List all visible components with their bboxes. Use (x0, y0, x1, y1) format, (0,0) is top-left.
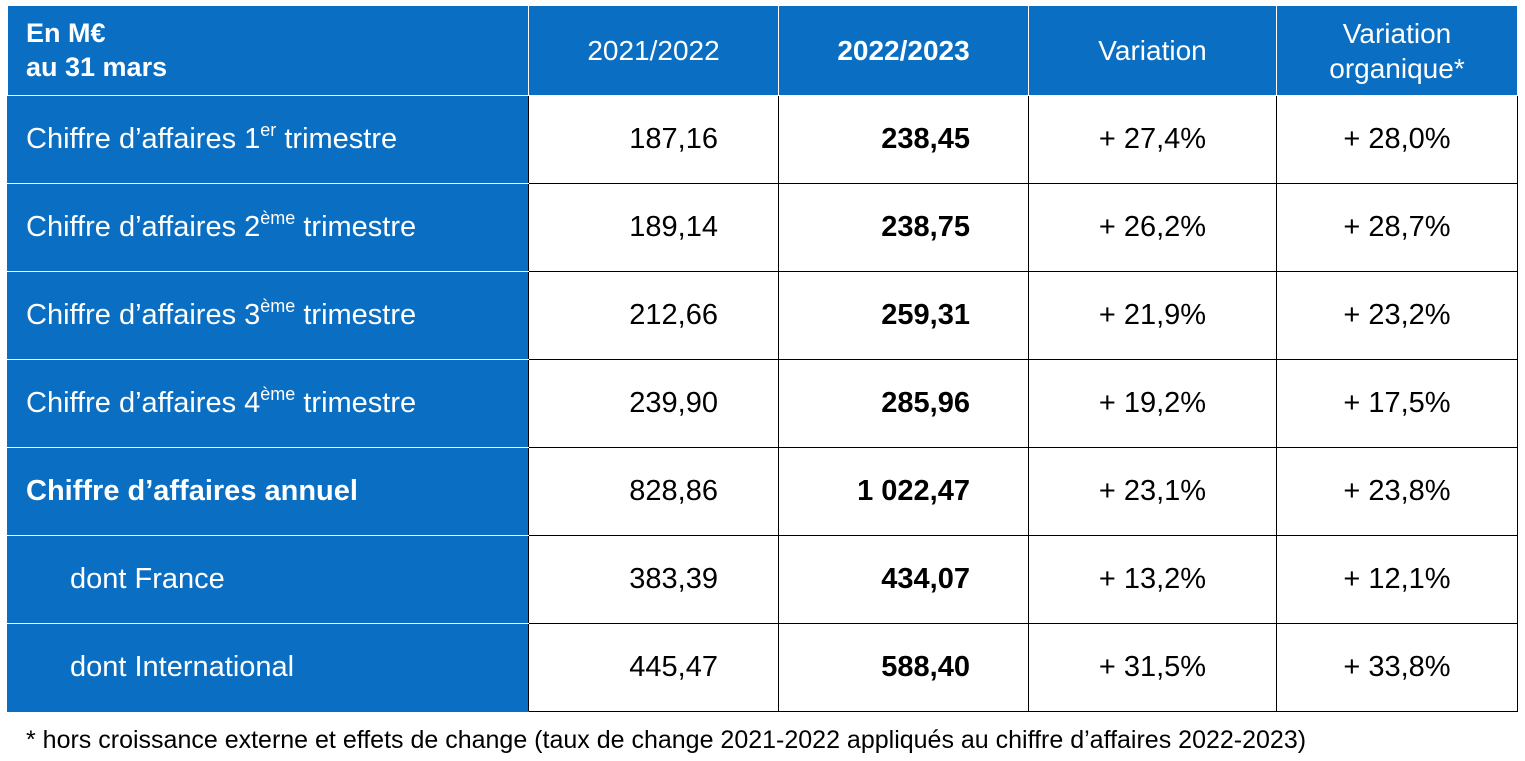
table-row-q3: Chiffre d’affaires 3ème trimestre 212,66… (7, 271, 1518, 360)
revenue-table: En M€ au 31 mars 2021/2022 2022/2023 Var… (7, 5, 1518, 712)
row-label-superscript: ème (260, 208, 296, 228)
cell-2022-annual: 1 022,47 (778, 447, 1029, 536)
row-label-international: dont International (7, 623, 529, 712)
row-label-france: dont France (7, 535, 529, 624)
cell-2021-q4: 239,90 (528, 359, 779, 448)
row-label-text: Chiffre d’affaires 2 (26, 211, 261, 243)
cell-organic-q2: + 28,7% (1276, 183, 1518, 272)
cell-variation-france: + 13,2% (1028, 535, 1277, 624)
row-label-tail: trimestre (276, 123, 398, 155)
table-header-row: En M€ au 31 mars 2021/2022 2022/2023 Var… (7, 5, 1518, 96)
row-label-text: Chiffre d’affaires 1 (26, 123, 261, 155)
cell-organic-annual: + 23,8% (1276, 447, 1518, 536)
table-row-international: dont International 445,47 588,40 + 31,5%… (7, 623, 1518, 712)
cell-2021-annual: 828,86 (528, 447, 779, 536)
cell-2022-q3: 259,31 (778, 271, 1029, 360)
cell-2021-france: 383,39 (528, 535, 779, 624)
header-date-label: au 31 mars (26, 51, 168, 82)
cell-organic-q1: + 28,0% (1276, 95, 1518, 184)
table-row-france: dont France 383,39 434,07 + 13,2% + 12,1… (7, 535, 1518, 624)
header-organic-line2: organique* (1329, 52, 1465, 84)
cell-organic-q3: + 23,2% (1276, 271, 1518, 360)
cell-2022-q1: 238,45 (778, 95, 1029, 184)
header-col-2021-2022: 2021/2022 (528, 5, 779, 96)
cell-2022-france: 434,07 (778, 535, 1029, 624)
cell-variation-q3: + 21,9% (1028, 271, 1277, 360)
cell-variation-q4: + 19,2% (1028, 359, 1277, 448)
row-label-tail: trimestre (295, 387, 417, 419)
row-label-text: Chiffre d’affaires 3 (26, 299, 261, 331)
row-label-superscript: ème (260, 384, 296, 404)
cell-2021-q2: 189,14 (528, 183, 779, 272)
cell-organic-international: + 33,8% (1276, 623, 1518, 712)
cell-organic-france: + 12,1% (1276, 535, 1518, 624)
header-col-variation: Variation (1028, 5, 1277, 96)
table-row-annual: Chiffre d’affaires annuel 828,86 1 022,4… (7, 447, 1518, 536)
row-label-q2: Chiffre d’affaires 2ème trimestre (7, 183, 529, 272)
row-label-q1: Chiffre d’affaires 1er trimestre (7, 95, 529, 184)
row-label-superscript: ème (260, 296, 296, 316)
cell-2021-q1: 187,16 (528, 95, 779, 184)
cell-2021-q3: 212,66 (528, 271, 779, 360)
header-col-organic-variation: Variation organique* (1276, 5, 1518, 96)
cell-variation-q1: + 27,4% (1028, 95, 1277, 184)
cell-2022-q4: 285,96 (778, 359, 1029, 448)
table-row-q1: Chiffre d’affaires 1er trimestre 187,16 … (7, 95, 1518, 184)
cell-2022-q2: 238,75 (778, 183, 1029, 272)
table-row-q4: Chiffre d’affaires 4ème trimestre 239,90… (7, 359, 1518, 448)
row-label-tail: trimestre (295, 211, 417, 243)
cell-variation-q2: + 26,2% (1028, 183, 1277, 272)
cell-variation-international: + 31,5% (1028, 623, 1277, 712)
row-label-text: Chiffre d’affaires 4 (26, 387, 261, 419)
cell-2022-international: 588,40 (778, 623, 1029, 712)
cell-variation-annual: + 23,1% (1028, 447, 1277, 536)
cell-2021-international: 445,47 (528, 623, 779, 712)
row-label-q4: Chiffre d’affaires 4ème trimestre (7, 359, 529, 448)
header-unit-label: En M€ (26, 17, 106, 48)
revenue-table-container: En M€ au 31 mars 2021/2022 2022/2023 Var… (7, 5, 1518, 712)
header-corner-cell: En M€ au 31 mars (7, 5, 529, 96)
cell-organic-q4: + 17,5% (1276, 359, 1518, 448)
row-label-q3: Chiffre d’affaires 3ème trimestre (7, 271, 529, 360)
table-row-q2: Chiffre d’affaires 2ème trimestre 189,14… (7, 183, 1518, 272)
header-organic-line1: Variation (1342, 17, 1452, 49)
footnote: * hors croissance externe et effets de c… (26, 726, 1307, 754)
row-label-tail: trimestre (295, 299, 417, 331)
row-label-superscript: er (260, 120, 277, 140)
row-label-annual: Chiffre d’affaires annuel (7, 447, 529, 536)
header-col-2022-2023: 2022/2023 (778, 5, 1029, 96)
